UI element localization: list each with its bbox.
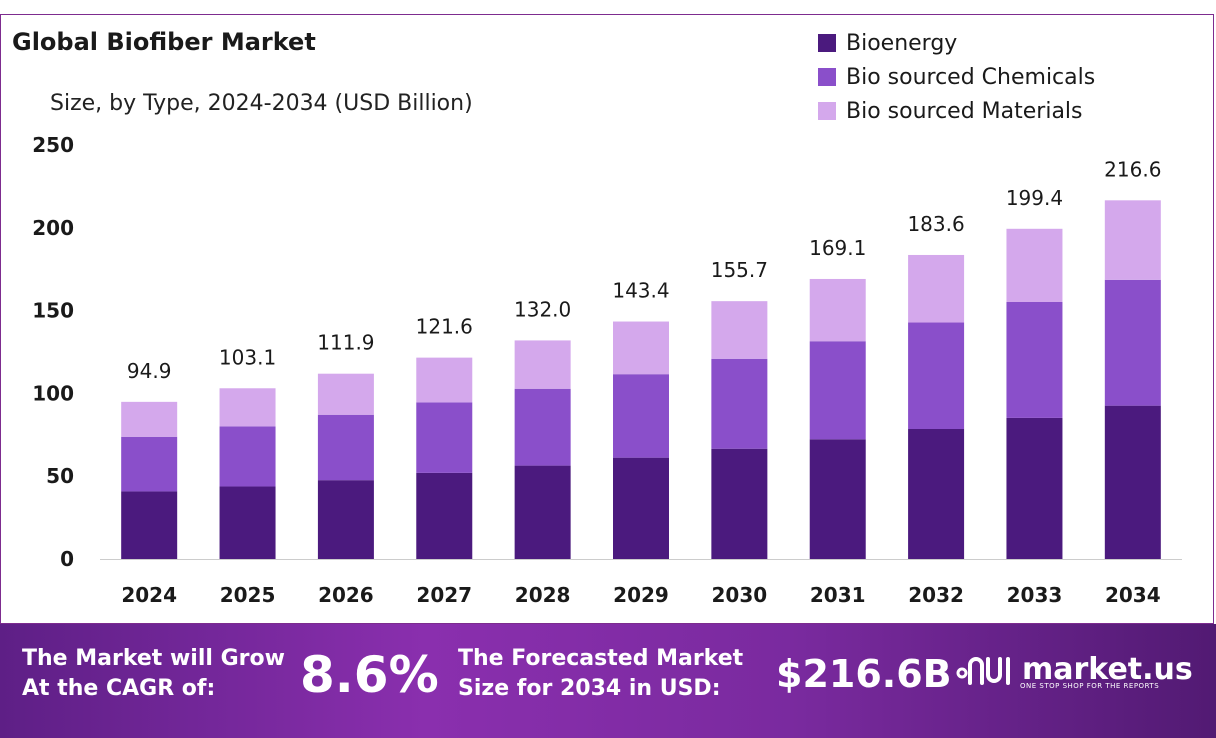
bar-segment-bioenergy: [416, 472, 473, 559]
bar-total-label: 143.4: [612, 279, 669, 303]
x-tick-label: 2034: [1105, 583, 1161, 607]
legend-item-chemicals: Bio sourced Chemicals: [818, 60, 1095, 94]
forecast-value: $216.6B: [776, 652, 952, 696]
x-tick-label: 2033: [1007, 583, 1063, 607]
bar-segment-chemicals: [809, 341, 866, 440]
y-tick-label: 100: [32, 381, 74, 405]
x-tick-label: 2030: [712, 583, 768, 607]
x-tick-label: 2031: [810, 583, 866, 607]
bar-segment-materials: [908, 254, 965, 323]
bar-segment-bioenergy: [809, 439, 866, 559]
y-tick-label: 50: [46, 464, 74, 488]
y-tick-label: 250: [32, 133, 74, 157]
forecast-line-2: Size for 2034 in USD:: [458, 676, 721, 701]
brand-name: market.us: [1022, 652, 1193, 687]
cagr-caption: The Market will Grow At the CAGR of:: [22, 644, 285, 704]
forecast-line-1: The Forecasted Market: [458, 646, 744, 671]
bar-total-label: 121.6: [416, 315, 473, 339]
bar-total-label: 199.4: [1006, 186, 1063, 210]
bar-segment-chemicals: [317, 414, 374, 481]
bar-segment-bioenergy: [317, 480, 374, 559]
y-tick-label: 200: [32, 216, 74, 240]
legend-swatch-materials: [818, 102, 836, 120]
bar-total-label: 103.1: [219, 345, 276, 369]
x-tick-label: 2024: [121, 583, 177, 607]
legend-swatch-bioenergy: [818, 34, 836, 52]
x-tick-label: 2029: [613, 583, 669, 607]
bar-segment-chemicals: [908, 322, 965, 430]
bar-segment-materials: [711, 301, 768, 359]
footer-banner: The Market will Grow At the CAGR of: 8.6…: [0, 624, 1216, 738]
bar-segment-materials: [219, 388, 276, 427]
bar-segment-materials: [613, 321, 669, 375]
forecast-caption: The Forecasted Market Size for 2034 in U…: [458, 644, 743, 704]
bar-total-label: 111.9: [317, 331, 374, 355]
x-tick-label: 2026: [318, 583, 374, 607]
legend-item-materials: Bio sourced Materials: [818, 94, 1095, 128]
bar-segment-bioenergy: [1104, 405, 1161, 559]
bar-segment-bioenergy: [121, 491, 178, 559]
bar-segment-bioenergy: [1006, 417, 1063, 559]
chart-title: Global Biofiber Market: [12, 28, 316, 56]
legend-swatch-chemicals: [818, 68, 836, 86]
bar-segment-bioenergy: [711, 448, 768, 559]
bar-segment-materials: [809, 278, 866, 342]
brand-tagline: ONE STOP SHOP FOR THE REPORTS: [1020, 682, 1160, 690]
legend-label-materials: Bio sourced Materials: [846, 98, 1083, 124]
bar-segment-chemicals: [219, 426, 276, 487]
bar-segment-materials: [416, 357, 473, 403]
x-tick-label: 2027: [416, 583, 472, 607]
brand-logo: market.us: [956, 652, 1193, 687]
bar-segment-materials: [514, 340, 571, 389]
legend-item-bioenergy: Bioenergy: [818, 26, 1095, 60]
cagr-line-1: The Market will Grow: [22, 646, 285, 671]
bar-segment-bioenergy: [514, 465, 571, 559]
bar-segment-bioenergy: [219, 486, 276, 559]
legend-label-chemicals: Bio sourced Chemicals: [846, 64, 1096, 90]
bar-total-label: 183.6: [907, 212, 964, 236]
x-tick-label: 2032: [908, 583, 964, 607]
bar-total-label: 94.9: [127, 359, 172, 383]
bar-segment-bioenergy: [908, 429, 965, 559]
market-us-logo-icon: [956, 656, 1010, 685]
y-tick-label: 150: [32, 299, 74, 323]
legend-label-bioenergy: Bioenergy: [846, 30, 958, 56]
cagr-line-2: At the CAGR of:: [22, 676, 216, 701]
bar-segment-materials: [121, 401, 178, 437]
bar-total-label: 169.1: [809, 236, 866, 260]
bar-segment-materials: [317, 373, 374, 415]
bar-segment-bioenergy: [613, 457, 669, 559]
y-tick-label: 0: [60, 547, 74, 571]
bar-segment-chemicals: [121, 436, 178, 492]
bar-segment-chemicals: [613, 374, 669, 458]
bar-segment-materials: [1006, 228, 1063, 302]
chart-subtitle: Size, by Type, 2024-2034 (USD Billion): [50, 91, 473, 116]
bar-chart: 0 50 100 150 200 250 94.9 2024 103.1 2025 111.9 202…: [32, 133, 1182, 607]
bar-segment-materials: [1104, 200, 1161, 280]
bar-segment-chemicals: [1104, 279, 1161, 406]
x-tick-label: 2028: [515, 583, 571, 607]
x-tick-label: 2025: [220, 583, 276, 607]
bar-total-label: 132.0: [514, 297, 571, 321]
bar-segment-chemicals: [1006, 301, 1063, 418]
bar-segment-chemicals: [514, 388, 571, 466]
bar-total-label: 216.6: [1104, 157, 1161, 181]
bar-segment-chemicals: [711, 358, 768, 449]
bar-total-label: 155.7: [711, 258, 768, 282]
bar-segment-chemicals: [416, 402, 473, 473]
chart-legend: Bioenergy Bio sourced Chemicals Bio sour…: [818, 26, 1095, 128]
cagr-value: 8.6%: [300, 646, 439, 704]
